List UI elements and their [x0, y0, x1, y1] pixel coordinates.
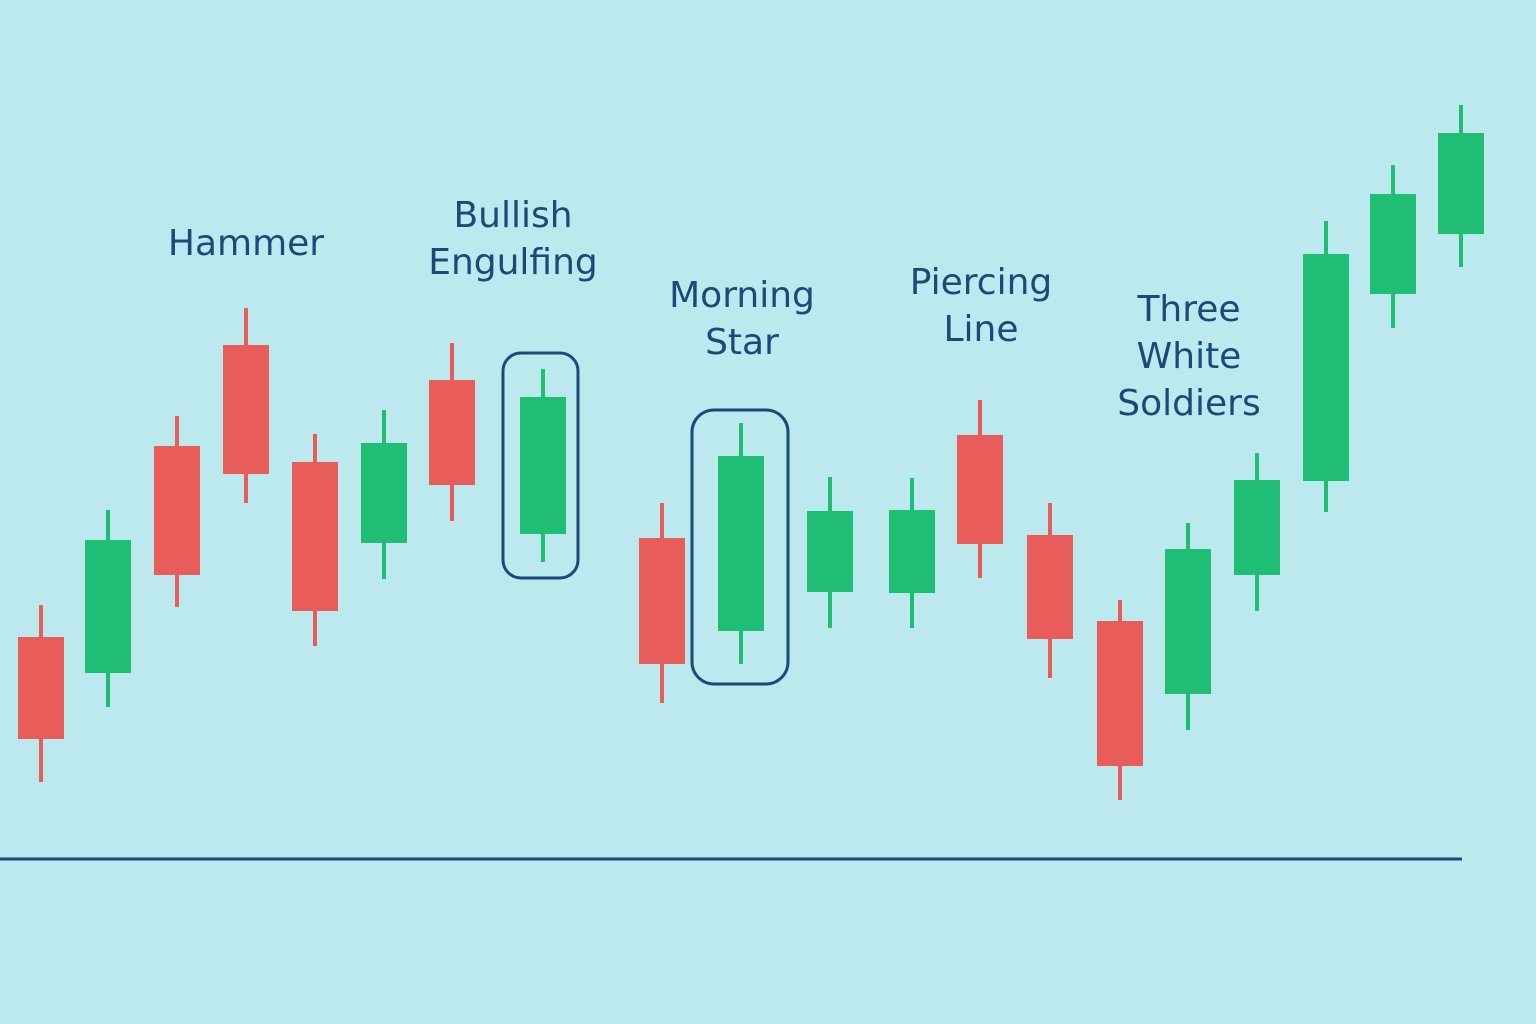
pattern-label: Hammer	[168, 223, 324, 264]
pattern-label: Soldiers	[1117, 383, 1260, 424]
candle-body	[520, 397, 566, 534]
candle-body	[1165, 549, 1211, 694]
candle-body	[1438, 133, 1484, 234]
pattern-label: Piercing	[910, 262, 1053, 303]
candle-body	[85, 540, 131, 673]
candle-body	[1303, 254, 1349, 481]
candle-body	[1370, 194, 1416, 294]
pattern-label: Three	[1136, 289, 1240, 330]
pattern-label: Line	[943, 309, 1018, 350]
candle-body	[889, 510, 935, 593]
highlight-box	[690, 408, 790, 686]
candle-body	[957, 435, 1003, 544]
candle-body	[223, 345, 269, 474]
candle-body	[18, 637, 64, 739]
pattern-label: Star	[705, 322, 779, 363]
pattern-label: Bullish	[453, 195, 572, 236]
candle-body	[429, 380, 475, 485]
candle-body	[1097, 621, 1143, 766]
highlight-box	[501, 351, 580, 580]
candle-body	[807, 511, 853, 592]
pattern-label: Morning	[669, 275, 815, 316]
candle-body	[718, 456, 764, 631]
candle-body	[1234, 480, 1280, 575]
candle-body	[292, 462, 338, 611]
candle-body	[1027, 535, 1073, 639]
candle-body	[639, 538, 685, 664]
pattern-label: White	[1137, 336, 1242, 377]
pattern-label: Engulfing	[428, 242, 598, 283]
candle-body	[154, 446, 200, 575]
candle-body	[361, 443, 407, 543]
